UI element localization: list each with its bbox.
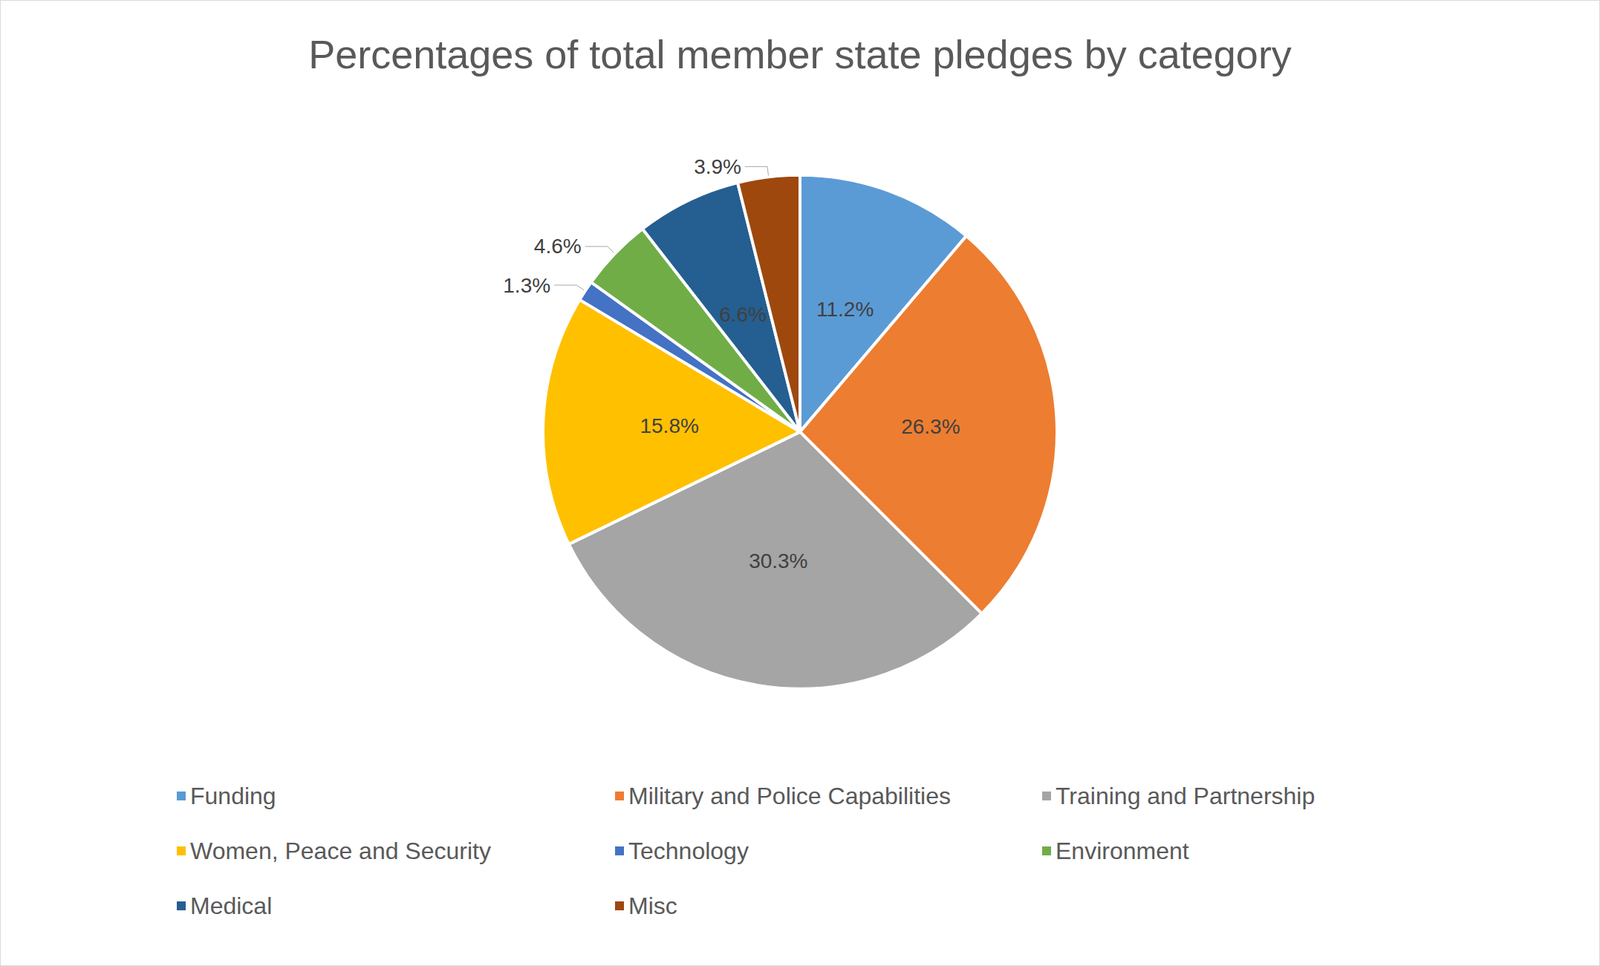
svg-text:Women, Peace and Security: Women, Peace and Security — [190, 837, 491, 865]
svg-text:Funding: Funding — [190, 782, 277, 810]
svg-text:11.2%: 11.2% — [816, 297, 874, 321]
svg-text:3.9%: 3.9% — [693, 155, 742, 179]
svg-text:Technology: Technology — [628, 837, 749, 865]
svg-text:6.6%: 6.6% — [719, 303, 767, 327]
svg-text:15.8%: 15.8% — [639, 414, 699, 438]
svg-text:1.3%: 1.3% — [502, 274, 551, 298]
svg-text:Misc: Misc — [628, 892, 678, 920]
svg-text:Military and Police Capabiliti: Military and Police Capabilities — [628, 782, 951, 810]
svg-text:30.3%: 30.3% — [748, 549, 808, 573]
svg-text:26.3%: 26.3% — [901, 415, 960, 439]
svg-text:Percentages of total member st: Percentages of total member state pledge… — [308, 31, 1292, 77]
svg-text:Medical: Medical — [190, 892, 272, 920]
svg-text:Training and Partnership: Training and Partnership — [1055, 782, 1315, 810]
svg-text:Environment: Environment — [1055, 837, 1190, 865]
svg-text:4.6%: 4.6% — [534, 234, 582, 258]
